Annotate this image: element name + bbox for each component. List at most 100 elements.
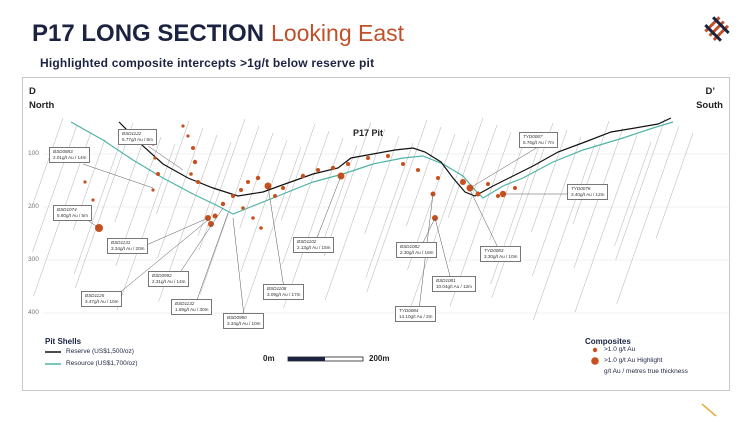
drill-trace <box>73 145 120 275</box>
composite-marker <box>239 188 243 192</box>
drill-trace <box>489 138 526 241</box>
section-end-direction: South <box>696 100 723 111</box>
drill-trace <box>533 143 596 321</box>
drill-trace <box>656 132 694 239</box>
drill-trace <box>408 140 470 315</box>
composite-marker <box>251 216 255 220</box>
company-logo-icon <box>704 16 730 42</box>
composite-marker <box>212 213 218 219</box>
composite-marker <box>91 198 95 202</box>
scale-bar <box>287 356 364 362</box>
label-connectors <box>82 143 573 326</box>
composite-large-label: >1.0 g/t Au Highlight <box>604 357 663 364</box>
drill-trace <box>616 125 680 305</box>
drill-trace <box>614 141 652 247</box>
intercept-label: BSD1108 3.09g/t Au / 17m <box>263 284 305 300</box>
section-end-label: D’ <box>705 86 716 97</box>
resource-legend-label: Resource (US$1,700/oz) <box>66 360 138 367</box>
composite-marker <box>246 180 250 184</box>
composite-marker <box>83 180 87 184</box>
composite-marker <box>192 159 198 165</box>
composite-marker <box>191 146 195 150</box>
drill-trace <box>615 118 666 261</box>
drill-trace <box>574 134 638 313</box>
composite-marker <box>386 154 390 158</box>
composite-marker <box>231 194 235 198</box>
composites-legend-title: Composites <box>585 337 631 346</box>
label-connector <box>469 143 544 189</box>
drill-trace <box>531 129 568 233</box>
depth-tick: 100 <box>28 150 39 157</box>
composite-marker <box>513 186 517 190</box>
drill-trace <box>116 143 176 311</box>
composite-small-legend-icon <box>592 347 598 353</box>
composite-marker <box>300 173 306 179</box>
composite-marker <box>196 180 200 184</box>
intercept-label: BSD1131 3.34g/t Au / 20m <box>107 238 149 254</box>
composite-marker <box>241 206 245 210</box>
corner-decoration-icon <box>701 403 717 417</box>
composite-marker <box>220 201 226 207</box>
intercept-label: TYD0087 5.76g/t Au / 7m <box>519 132 558 148</box>
drill-trace <box>448 124 498 263</box>
drill-trace <box>157 127 204 259</box>
composite-marker <box>346 162 350 166</box>
intercept-label: BSD1102 2.13g/t Au / 15m <box>293 237 335 253</box>
composite-marker <box>475 191 481 197</box>
drill-trace <box>323 121 372 257</box>
composite-marker <box>330 165 336 171</box>
reserve-legend-label: Reserve (US$1,500/oz) <box>66 348 134 355</box>
drill-trace <box>239 132 274 229</box>
drill-trace <box>283 137 344 309</box>
page-subtitle: Highlighted composite intercepts >1g/t b… <box>40 56 375 70</box>
intercept-label: TYD0084 14.10g/t Au / 2m <box>395 306 437 322</box>
title-main: P17 LONG SECTION <box>32 20 265 47</box>
composite-note: g/t Au / metres true thickness <box>604 368 688 375</box>
drill-trace <box>156 120 190 215</box>
depth-tick: 400 <box>28 309 39 316</box>
drill-traces <box>31 117 694 321</box>
label-connector <box>172 207 224 284</box>
drill-trace <box>75 122 134 289</box>
composite-marker <box>208 221 214 227</box>
depth-tick: 300 <box>28 256 39 263</box>
label-connector <box>267 185 286 296</box>
intercept-label: BSD1132 1.69g/t Au / 30m <box>171 299 213 315</box>
composite-small-label: >1.0 g/t Au <box>604 346 636 353</box>
drill-trace <box>31 117 64 209</box>
composite-marker <box>259 226 263 230</box>
composite-marker <box>151 188 155 192</box>
reserve-shell-line <box>118 117 672 197</box>
intercept-label: TYD0078 3.40g/t Au / 12m <box>567 184 609 200</box>
intercept-label: BSD1125 3.47g/t Au / 10m <box>81 291 123 307</box>
composite-marker <box>273 194 277 198</box>
drill-trace <box>240 139 288 273</box>
drill-trace <box>32 124 78 253</box>
composite-marker <box>460 179 466 185</box>
title-suffix: Looking East <box>271 20 405 46</box>
drill-trace <box>366 119 428 293</box>
drill-trace <box>447 117 484 219</box>
drill-trace <box>322 144 358 243</box>
label-connector <box>232 217 246 326</box>
drill-trace <box>282 130 330 265</box>
drill-trace <box>532 136 582 277</box>
intercept-label: BSD1074 5.60g/t Au / 5m <box>53 205 92 221</box>
depth-tick: 200 <box>28 203 39 210</box>
drill-trace <box>406 126 442 227</box>
composite-marker <box>401 162 405 166</box>
composite-marker <box>181 124 185 128</box>
page-title: P17 LONG SECTION Looking East <box>32 18 404 49</box>
intercept-label: BSD0980 3.34g/t Au / 10m <box>223 313 265 329</box>
resource-shell-line <box>70 121 674 215</box>
section-start-label: D <box>29 86 36 97</box>
composite-marker <box>255 175 261 181</box>
composite-marker <box>153 156 157 160</box>
label-connector <box>82 163 154 189</box>
label-connector <box>106 219 209 304</box>
composite-large-legend-icon <box>591 357 599 365</box>
intercept-label: BSD0883 2.01g/t Au / 14m <box>49 147 91 163</box>
section-start-direction: North <box>29 100 55 111</box>
intercept-label: TYD0083 3.30g/t Au / 10m <box>480 246 522 262</box>
intercept-label: BSD0992 2.31g/t Au / 14m <box>148 271 190 287</box>
